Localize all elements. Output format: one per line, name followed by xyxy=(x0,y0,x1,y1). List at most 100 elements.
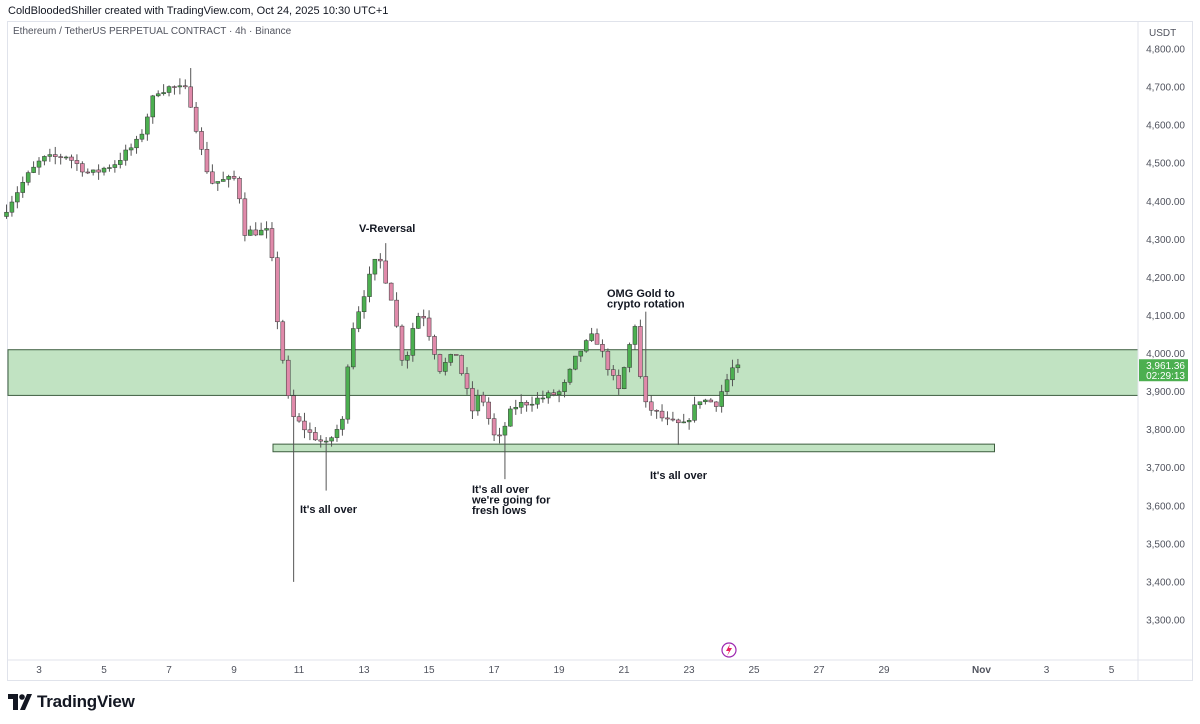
candle-body[interactable] xyxy=(481,394,486,403)
candle-body[interactable] xyxy=(654,409,659,412)
candle-body[interactable] xyxy=(139,133,145,140)
candle-body[interactable] xyxy=(686,420,692,423)
candle-body[interactable] xyxy=(361,296,367,313)
candle-body[interactable] xyxy=(567,368,573,383)
candle-body[interactable] xyxy=(199,131,204,150)
candle-body[interactable] xyxy=(226,176,231,180)
tradingview-logo[interactable]: TradingView xyxy=(8,692,135,712)
candle-body[interactable] xyxy=(275,257,280,323)
candle-body[interactable] xyxy=(53,154,58,157)
candle-body[interactable] xyxy=(258,229,264,236)
candle-body[interactable] xyxy=(611,369,616,376)
candle-body[interactable] xyxy=(540,397,546,400)
candle-body[interactable] xyxy=(367,273,372,297)
candle-body[interactable] xyxy=(643,376,649,403)
candle-body[interactable] xyxy=(58,156,63,158)
candle-body[interactable] xyxy=(616,375,621,390)
candle-body[interactable] xyxy=(69,156,74,161)
candle-body[interactable] xyxy=(638,326,643,377)
candle-body[interactable] xyxy=(405,355,410,361)
candle-body[interactable] xyxy=(421,316,426,319)
candle-body[interactable] xyxy=(242,198,248,236)
candle-body[interactable] xyxy=(231,176,237,179)
candle-body[interactable] xyxy=(394,299,399,327)
events-lightning-icon[interactable] xyxy=(721,642,737,658)
candle-body[interactable] xyxy=(323,440,329,443)
candle-body[interactable] xyxy=(529,403,535,406)
candle-body[interactable] xyxy=(676,419,681,424)
candle-body[interactable] xyxy=(697,401,703,406)
candle-body[interactable] xyxy=(4,211,9,217)
candle-body[interactable] xyxy=(253,229,258,236)
candle-body[interactable] xyxy=(562,382,567,392)
candle-body[interactable] xyxy=(556,391,562,395)
candle-body[interactable] xyxy=(25,172,31,183)
candle-body[interactable] xyxy=(508,408,513,427)
candle-body[interactable] xyxy=(535,397,540,405)
candle-body[interactable] xyxy=(47,154,53,157)
candle-body[interactable] xyxy=(730,367,735,381)
candle-body[interactable] xyxy=(605,350,611,370)
candle-body[interactable] xyxy=(248,229,253,236)
candle-body[interactable] xyxy=(177,85,183,88)
candle-body[interactable] xyxy=(388,282,394,301)
candle-body[interactable] xyxy=(453,354,459,356)
candle-body[interactable] xyxy=(193,106,199,132)
candle-body[interactable] xyxy=(107,167,112,169)
candle-body[interactable] xyxy=(573,355,578,370)
candle-body[interactable] xyxy=(145,116,150,135)
candle-body[interactable] xyxy=(80,163,85,173)
candle-body[interactable] xyxy=(627,344,632,368)
candle-body[interactable] xyxy=(524,402,529,406)
candle-body[interactable] xyxy=(63,156,69,159)
candle-body[interactable] xyxy=(296,416,302,422)
candle-body[interactable] xyxy=(399,325,405,361)
candle-body[interactable] xyxy=(334,429,340,438)
candle-body[interactable] xyxy=(578,350,584,357)
candle-body[interactable] xyxy=(692,404,697,421)
candle-body[interactable] xyxy=(204,149,210,173)
candle-body[interactable] xyxy=(20,182,26,193)
candle-body[interactable] xyxy=(318,439,323,442)
candle-body[interactable] xyxy=(648,401,654,411)
candle-body[interactable] xyxy=(210,171,215,184)
candle-body[interactable] xyxy=(415,316,421,329)
candle-body[interactable] xyxy=(9,201,15,213)
candle-body[interactable] xyxy=(703,399,708,403)
candle-body[interactable] xyxy=(307,429,313,433)
candle-body[interactable] xyxy=(345,366,351,420)
candle-body[interactable] xyxy=(681,421,686,424)
candle-body[interactable] xyxy=(708,399,714,403)
candle-body[interactable] xyxy=(589,333,594,341)
candle-body[interactable] xyxy=(188,86,193,108)
candle-body[interactable] xyxy=(502,425,508,436)
candle-body[interactable] xyxy=(280,321,286,361)
candle-body[interactable] xyxy=(302,420,307,431)
candle-body[interactable] xyxy=(632,326,638,345)
candle-body[interactable] xyxy=(383,260,388,284)
candle-body[interactable] xyxy=(118,160,123,165)
candle-body[interactable] xyxy=(546,392,551,399)
candle-body[interactable] xyxy=(410,328,416,356)
candle-body[interactable] xyxy=(437,354,443,372)
candle-body[interactable] xyxy=(583,340,589,352)
candle-body[interactable] xyxy=(600,344,605,352)
candle-body[interactable] xyxy=(85,171,91,174)
candle-body[interactable] xyxy=(36,160,42,168)
candle-body[interactable] xyxy=(378,258,383,262)
candle-body[interactable] xyxy=(90,169,96,173)
candle-body[interactable] xyxy=(475,394,481,412)
candle-body[interactable] xyxy=(719,391,724,407)
candle-body[interactable] xyxy=(513,407,519,410)
candle-body[interactable] xyxy=(735,364,741,369)
candle-body[interactable] xyxy=(443,362,448,372)
candle-body[interactable] xyxy=(220,179,226,182)
candle-body[interactable] xyxy=(518,402,524,408)
candle-body[interactable] xyxy=(670,418,676,421)
candle-body[interactable] xyxy=(31,166,36,173)
candle-body[interactable] xyxy=(659,410,665,419)
candle-body[interactable] xyxy=(285,359,291,397)
candle-body[interactable] xyxy=(264,228,269,231)
candle-body[interactable] xyxy=(183,85,188,88)
candle-body[interactable] xyxy=(150,95,156,118)
